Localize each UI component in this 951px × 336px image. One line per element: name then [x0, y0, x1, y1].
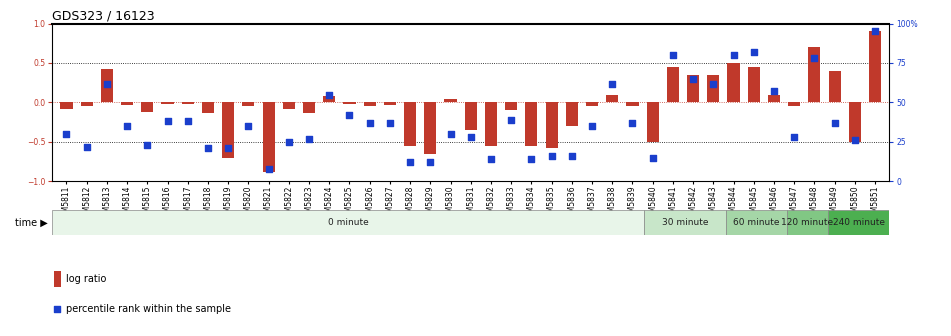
Bar	[485, 102, 497, 146]
Bar	[142, 102, 153, 112]
Point	[625, 120, 640, 126]
Bar	[101, 69, 113, 102]
Bar	[828, 71, 841, 102]
Bar	[121, 102, 133, 105]
Point	[120, 124, 135, 129]
Point	[281, 139, 297, 145]
Bar	[566, 102, 578, 126]
Point	[605, 81, 620, 86]
Point	[422, 160, 437, 165]
Point	[271, 169, 286, 174]
Point	[180, 119, 195, 124]
Bar	[323, 96, 336, 102]
Bar	[243, 102, 255, 107]
Point	[544, 154, 559, 159]
Bar	[788, 102, 800, 106]
Point	[806, 55, 822, 61]
Bar	[363, 102, 376, 106]
Bar	[747, 67, 760, 102]
Point	[726, 52, 741, 58]
Point	[504, 117, 519, 123]
Bar	[282, 102, 295, 109]
Bar	[787, 210, 828, 235]
Text: 0 minute: 0 minute	[328, 218, 369, 227]
Bar	[606, 95, 618, 102]
Bar	[726, 210, 787, 235]
Point	[645, 155, 660, 161]
Bar	[586, 102, 598, 106]
Bar	[667, 67, 679, 102]
Bar	[546, 102, 557, 148]
Bar	[644, 210, 726, 235]
Bar	[444, 98, 456, 102]
Bar	[647, 102, 659, 142]
Point	[59, 131, 74, 137]
Point	[585, 124, 600, 129]
Bar	[848, 102, 861, 142]
Point	[747, 49, 762, 55]
Point	[767, 89, 782, 94]
Bar	[202, 102, 214, 113]
Text: percentile rank within the sample: percentile rank within the sample	[66, 304, 231, 314]
Point	[99, 81, 114, 86]
Point	[382, 120, 398, 126]
Bar	[54, 270, 61, 288]
Point	[483, 157, 498, 162]
Point	[827, 120, 843, 126]
Point	[847, 138, 863, 143]
Bar	[728, 63, 740, 102]
Bar	[505, 102, 517, 110]
Bar	[465, 102, 476, 130]
Bar	[262, 102, 275, 172]
Point	[321, 92, 337, 97]
Text: 120 minute: 120 minute	[782, 218, 834, 227]
Text: log ratio: log ratio	[66, 274, 107, 284]
Bar	[303, 102, 315, 113]
Bar	[869, 32, 881, 102]
Point	[402, 160, 417, 165]
Point	[463, 134, 478, 140]
Bar	[343, 102, 356, 104]
Point	[341, 113, 357, 118]
Bar	[223, 102, 234, 158]
Bar	[627, 102, 638, 106]
Bar	[52, 210, 644, 235]
Text: time ▶: time ▶	[15, 218, 48, 227]
Point	[140, 142, 155, 148]
Text: GDS323 / 16123: GDS323 / 16123	[52, 9, 155, 23]
Point	[564, 154, 579, 159]
Bar	[424, 102, 437, 154]
Point	[79, 144, 94, 150]
Bar	[808, 47, 821, 102]
Point	[301, 136, 317, 141]
Bar	[525, 102, 537, 146]
Text: 240 minute: 240 minute	[832, 218, 884, 227]
Point	[686, 76, 701, 82]
Bar	[61, 102, 72, 109]
Point	[867, 29, 883, 34]
Point	[524, 157, 539, 162]
Bar	[708, 75, 719, 102]
Bar	[828, 210, 889, 235]
Point	[241, 124, 256, 129]
Point	[362, 120, 378, 126]
Bar	[767, 95, 780, 102]
Text: 60 minute: 60 minute	[733, 218, 780, 227]
Point	[706, 81, 721, 86]
Point	[786, 134, 802, 140]
Point	[261, 166, 276, 171]
Bar	[404, 102, 417, 146]
Text: 30 minute: 30 minute	[662, 218, 708, 227]
Bar	[182, 102, 194, 104]
Point	[666, 52, 681, 58]
Bar	[81, 102, 93, 106]
Bar	[687, 75, 699, 102]
Point	[201, 145, 216, 151]
Point	[160, 119, 175, 124]
Point	[443, 131, 458, 137]
Point	[221, 145, 236, 151]
Bar	[162, 102, 174, 104]
Bar	[384, 102, 396, 105]
